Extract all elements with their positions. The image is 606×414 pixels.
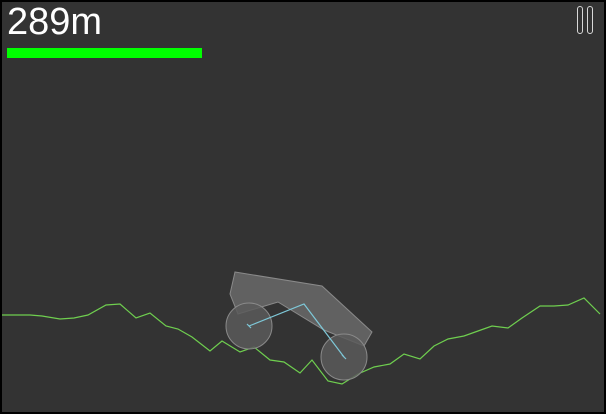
pause-icon-bar-left <box>577 6 583 34</box>
pause-icon-bar-right <box>587 6 593 34</box>
fuel-bar <box>7 48 202 58</box>
distance-counter: 289m <box>7 2 103 43</box>
terrain-line <box>2 297 601 385</box>
suspension-link <box>248 303 345 358</box>
player-car <box>225 271 373 381</box>
fuel-bar-fill <box>7 48 202 58</box>
rear-axle-mark <box>246 323 252 329</box>
front-axle-mark <box>341 354 347 360</box>
pause-button[interactable] <box>574 6 598 38</box>
